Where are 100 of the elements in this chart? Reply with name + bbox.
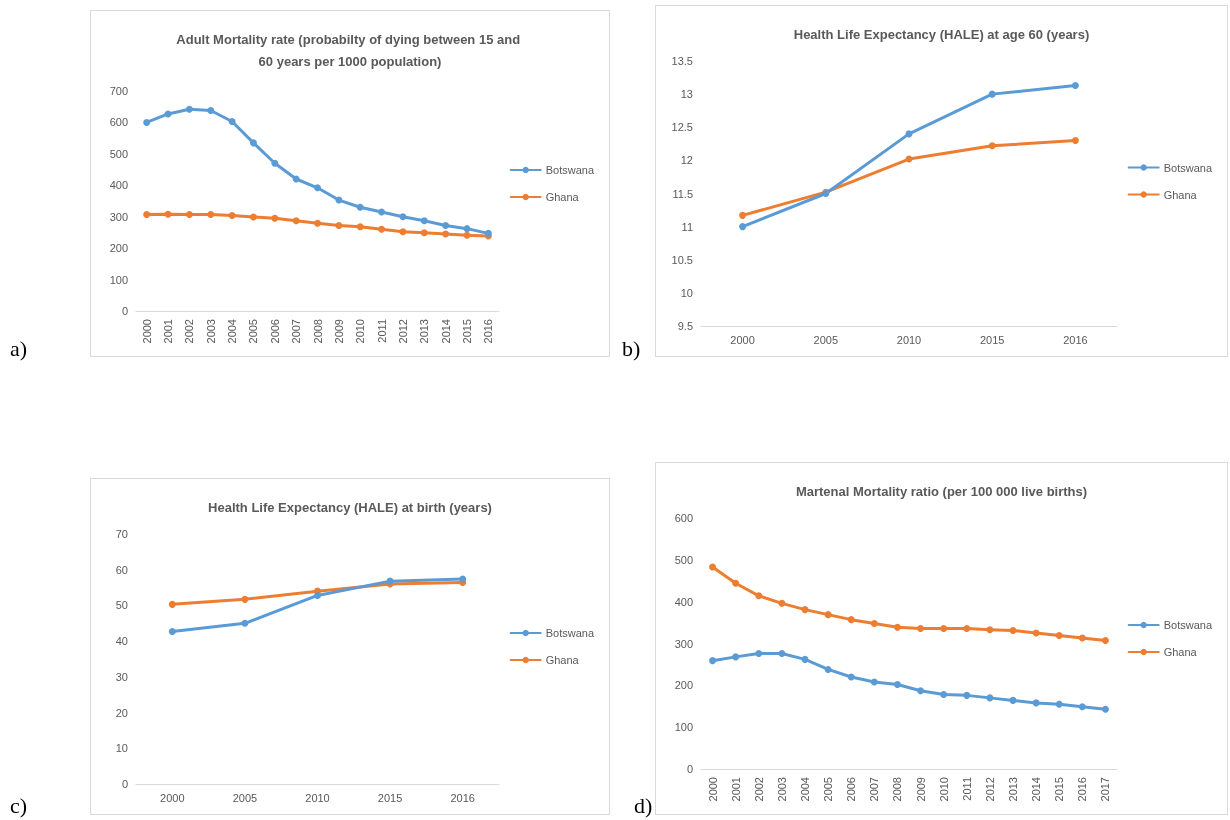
- point: [940, 691, 948, 699]
- x-tick-label: 2012: [396, 319, 409, 344]
- point: [940, 624, 948, 632]
- point: [228, 211, 236, 219]
- legend-label: Botswana: [1163, 619, 1213, 631]
- point: [271, 159, 279, 167]
- point: [378, 208, 386, 216]
- y-tick-label: 200: [109, 242, 128, 255]
- point: [986, 626, 994, 634]
- legend-label: Ghana: [1163, 646, 1198, 658]
- point: [249, 213, 257, 221]
- point: [292, 217, 300, 225]
- point: [143, 118, 151, 126]
- point: [356, 223, 364, 231]
- x-tick-label: 2004: [799, 777, 811, 802]
- x-tick-label: 2011: [960, 777, 973, 801]
- x-tick-label: 2012: [983, 777, 996, 802]
- x-tick-label: 2015: [460, 319, 473, 344]
- y-tick-label: 11.5: [672, 187, 693, 200]
- point: [1009, 627, 1017, 635]
- chart-title: Health Life Expectancy (HALE) at birth (years): [208, 499, 492, 515]
- point: [207, 211, 215, 219]
- legend-label: Ghana: [1163, 188, 1198, 201]
- x-tick-label: 2010: [937, 777, 950, 802]
- point: [824, 611, 832, 619]
- y-tick-label: 700: [109, 85, 128, 97]
- y-tick-label: 100: [674, 721, 693, 734]
- point: [824, 665, 832, 673]
- chart-title: Health Life Expectancy (HALE) at age 60 (years): [793, 26, 1090, 42]
- point: [399, 228, 407, 236]
- x-tick-label: 2015: [377, 791, 403, 804]
- x-tick-label: 2000: [706, 777, 719, 802]
- legend-label: Ghana: [545, 654, 580, 666]
- point: [314, 591, 321, 599]
- point: [963, 691, 971, 699]
- point: [356, 203, 364, 211]
- point: [870, 619, 878, 627]
- x-tick-label: 2000: [140, 319, 153, 344]
- y-tick-label: 500: [109, 147, 128, 160]
- chart-title: Martenal Mortality ratio (per 100 000 live births): [795, 483, 1088, 499]
- point: [143, 211, 151, 219]
- y-tick-label: 60: [115, 563, 128, 576]
- x-tick-label: 2006: [845, 777, 858, 802]
- y-tick-label: 200: [674, 679, 693, 692]
- y-tick-label: 500: [674, 553, 693, 566]
- x-tick-label: 2001: [162, 319, 175, 344]
- y-tick-label: 0: [121, 778, 128, 790]
- x-tick-label: 2004: [226, 319, 239, 344]
- point: [335, 196, 343, 204]
- point: [378, 225, 386, 233]
- y-tick-label: 12.5: [671, 121, 693, 134]
- point: [164, 210, 172, 218]
- point: [870, 678, 878, 686]
- point: [778, 599, 786, 607]
- y-tick-label: 0: [686, 763, 693, 775]
- text: c): [10, 793, 28, 819]
- x-tick-label: 2016: [1076, 777, 1089, 802]
- text: b): [622, 336, 641, 362]
- x-tick-label: 2009: [332, 319, 345, 344]
- x-tick-label: 2005: [232, 791, 258, 804]
- point: [755, 592, 763, 600]
- point: [168, 628, 176, 635]
- point: [917, 687, 925, 695]
- x-tick-label: 2008: [891, 777, 904, 802]
- x-tick-label: 2010: [896, 333, 922, 346]
- x-tick-label: 2008: [311, 319, 324, 344]
- point: [732, 653, 740, 661]
- text: a): [10, 336, 28, 362]
- point: [917, 624, 925, 632]
- y-tick-label: 40: [115, 635, 128, 648]
- y-tick-label: 20: [115, 706, 128, 719]
- x-tick-label: 2001: [729, 777, 742, 802]
- point: [986, 694, 994, 702]
- point: [442, 230, 450, 238]
- point: [801, 606, 809, 614]
- x-tick-label: 2002: [752, 777, 765, 802]
- point: [207, 106, 215, 114]
- x-tick-label: 2016: [482, 319, 495, 344]
- x-tick-label: 2007: [868, 777, 881, 802]
- x-tick-label: 2005: [813, 333, 839, 346]
- x-tick-label: 2015: [1053, 777, 1066, 802]
- x-tick-label: 2014: [439, 319, 452, 344]
- x-tick-label: 2014: [1030, 777, 1043, 802]
- x-tick-label: 2002: [183, 319, 196, 344]
- x-tick-label: 2010: [305, 791, 330, 804]
- point: [399, 213, 407, 221]
- point: [739, 223, 747, 231]
- point: [988, 90, 996, 98]
- y-tick-label: 600: [674, 512, 693, 524]
- point: [1071, 137, 1079, 144]
- point: [1032, 699, 1040, 707]
- legend-label: Botswana: [545, 627, 595, 639]
- y-tick-label: 10: [115, 742, 128, 755]
- y-tick-label: 13: [680, 88, 693, 101]
- point: [847, 673, 855, 681]
- x-tick-label: 2017: [1099, 777, 1112, 802]
- point: [739, 211, 747, 219]
- y-tick-label: 300: [109, 210, 128, 223]
- point: [314, 184, 321, 192]
- x-tick-label: 2007: [290, 319, 303, 344]
